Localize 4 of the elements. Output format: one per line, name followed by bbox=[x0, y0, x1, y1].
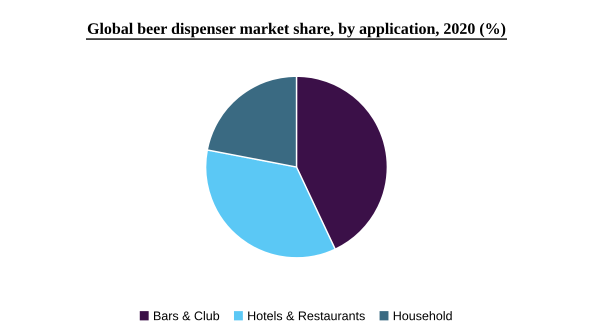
legend-label: Bars & Club bbox=[154, 311, 220, 320]
legend-label: Household bbox=[394, 311, 452, 320]
chart-title: Global beer dispenser market share, by application, 2020 (%) bbox=[88, 22, 506, 38]
legend-label: Hotels & Restaurants bbox=[248, 311, 365, 320]
